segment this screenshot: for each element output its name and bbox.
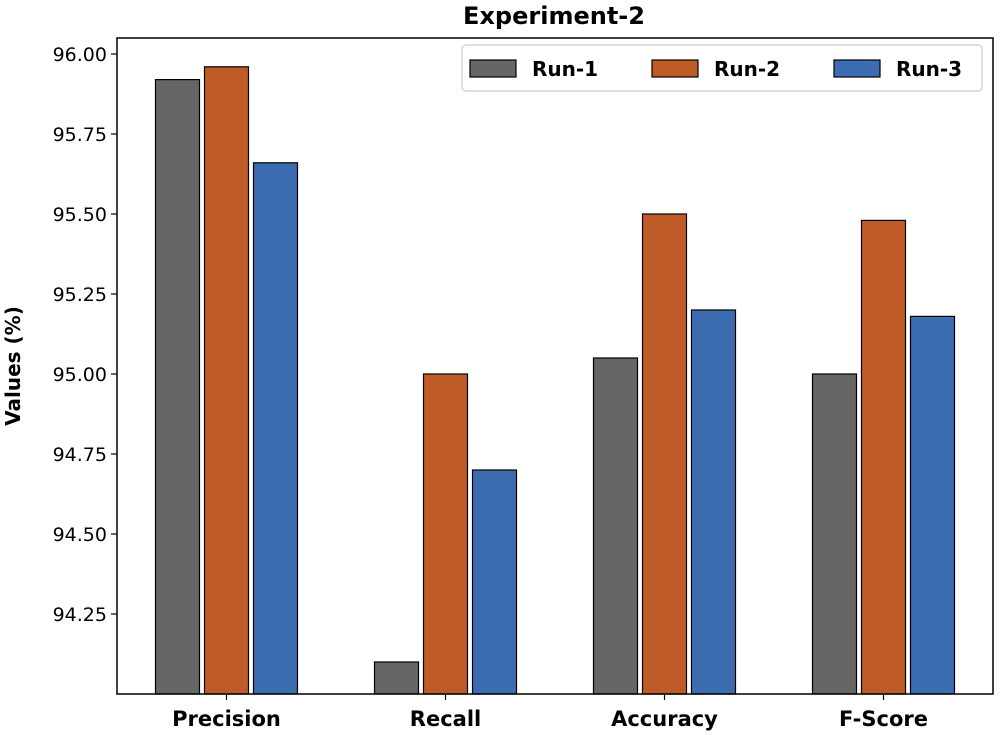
x-tick-label: Accuracy: [611, 707, 718, 731]
y-tick-label: 95.75: [53, 124, 107, 146]
bar-run-2-accuracy: [641, 213, 688, 695]
x-tick-label: Recall: [410, 707, 481, 731]
y-axis-ticks: 94.25 94.50 94.75 95.00 95.25 95.50 95.75 96.00: [53, 44, 117, 626]
y-tick-label: 95.25: [53, 284, 107, 306]
bar-run-3-recall: [471, 469, 518, 695]
legend: Run-1 Run-2 Run-3: [461, 44, 983, 92]
legend-label-run-3: Run-3: [896, 57, 962, 81]
plot-frame: [116, 37, 994, 695]
legend-swatch-run-2: [651, 59, 699, 78]
y-tick-label: 96.00: [53, 44, 107, 66]
y-tick-label: 94.25: [53, 604, 107, 626]
y-tick-label: 94.75: [53, 444, 107, 466]
x-tick-label: F-Score: [839, 707, 928, 731]
bar-run-1-f-score: [811, 373, 858, 695]
legend-swatch-run-3: [833, 59, 881, 78]
legend-box: [461, 44, 983, 92]
chart-title: Experiment-2: [463, 2, 645, 30]
x-tick-label: Precision: [172, 707, 281, 731]
legend-label-run-1: Run-1: [532, 57, 598, 81]
x-axis-ticks: Precision Recall Accuracy F-Score: [172, 694, 928, 731]
bar-run-2-recall: [422, 373, 469, 695]
bar-run-3-precision: [252, 162, 299, 695]
bar-run-3-accuracy: [690, 309, 737, 695]
legend-swatch-run-1: [469, 59, 517, 78]
bar-run-1-accuracy: [592, 357, 639, 695]
y-tick-label: 95.00: [53, 364, 107, 386]
bar-run-2-f-score: [860, 219, 907, 695]
y-tick-label: 94.50: [53, 524, 107, 546]
bars-group: [154, 66, 956, 695]
bar-run-1-recall: [373, 661, 420, 695]
legend-label-run-2: Run-2: [714, 57, 780, 81]
y-axis-label: Values (%): [1, 306, 25, 426]
y-tick-label: 95.50: [53, 204, 107, 226]
bar-run-3-f-score: [909, 315, 956, 695]
bar-run-1-precision: [154, 78, 201, 695]
bar-run-2-precision: [203, 66, 250, 695]
